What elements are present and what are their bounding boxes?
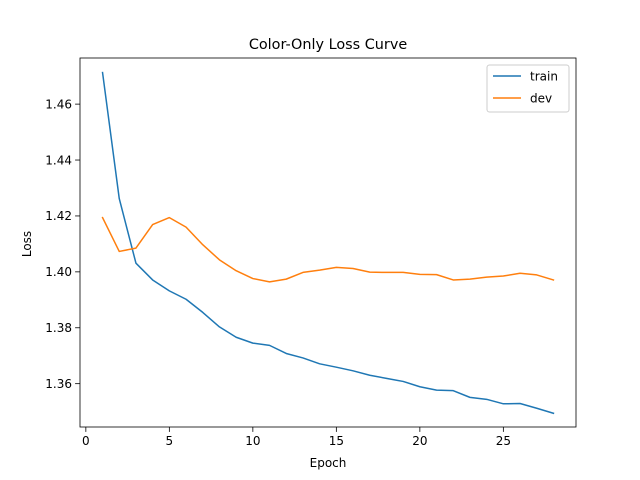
y-tick-label: 1.36	[45, 377, 72, 391]
plot-area	[79, 57, 577, 428]
y-tick-label: 1.42	[45, 209, 72, 223]
y-axis-label: Loss	[20, 231, 34, 257]
y-tick-label: 1.46	[45, 97, 72, 111]
chart-title: Color-Only Loss Curve	[249, 37, 408, 53]
x-tick-label: 20	[412, 434, 427, 448]
series-line-dev	[101, 216, 555, 283]
y-tick-label: 1.38	[45, 321, 72, 335]
plot-frame	[79, 57, 577, 428]
legend-label-dev: dev	[530, 91, 552, 105]
x-axis-label: Epoch	[310, 456, 347, 470]
legend-label-train: train	[530, 69, 558, 83]
x-tick-label: 10	[245, 434, 260, 448]
y-tick-label: 1.44	[45, 153, 72, 167]
x-tick-label: 0	[82, 434, 90, 448]
x-tick-label: 25	[496, 434, 511, 448]
y-tick-label: 1.40	[45, 265, 72, 279]
legend: train dev	[486, 64, 570, 113]
axis-ticks: 0 5 10 15 20 25 1.36 1.38 1.40 1.42 1.44 1.46	[45, 97, 511, 448]
x-tick-label: 15	[329, 434, 344, 448]
series-line-train	[101, 71, 555, 415]
x-tick-label: 5	[166, 434, 174, 448]
